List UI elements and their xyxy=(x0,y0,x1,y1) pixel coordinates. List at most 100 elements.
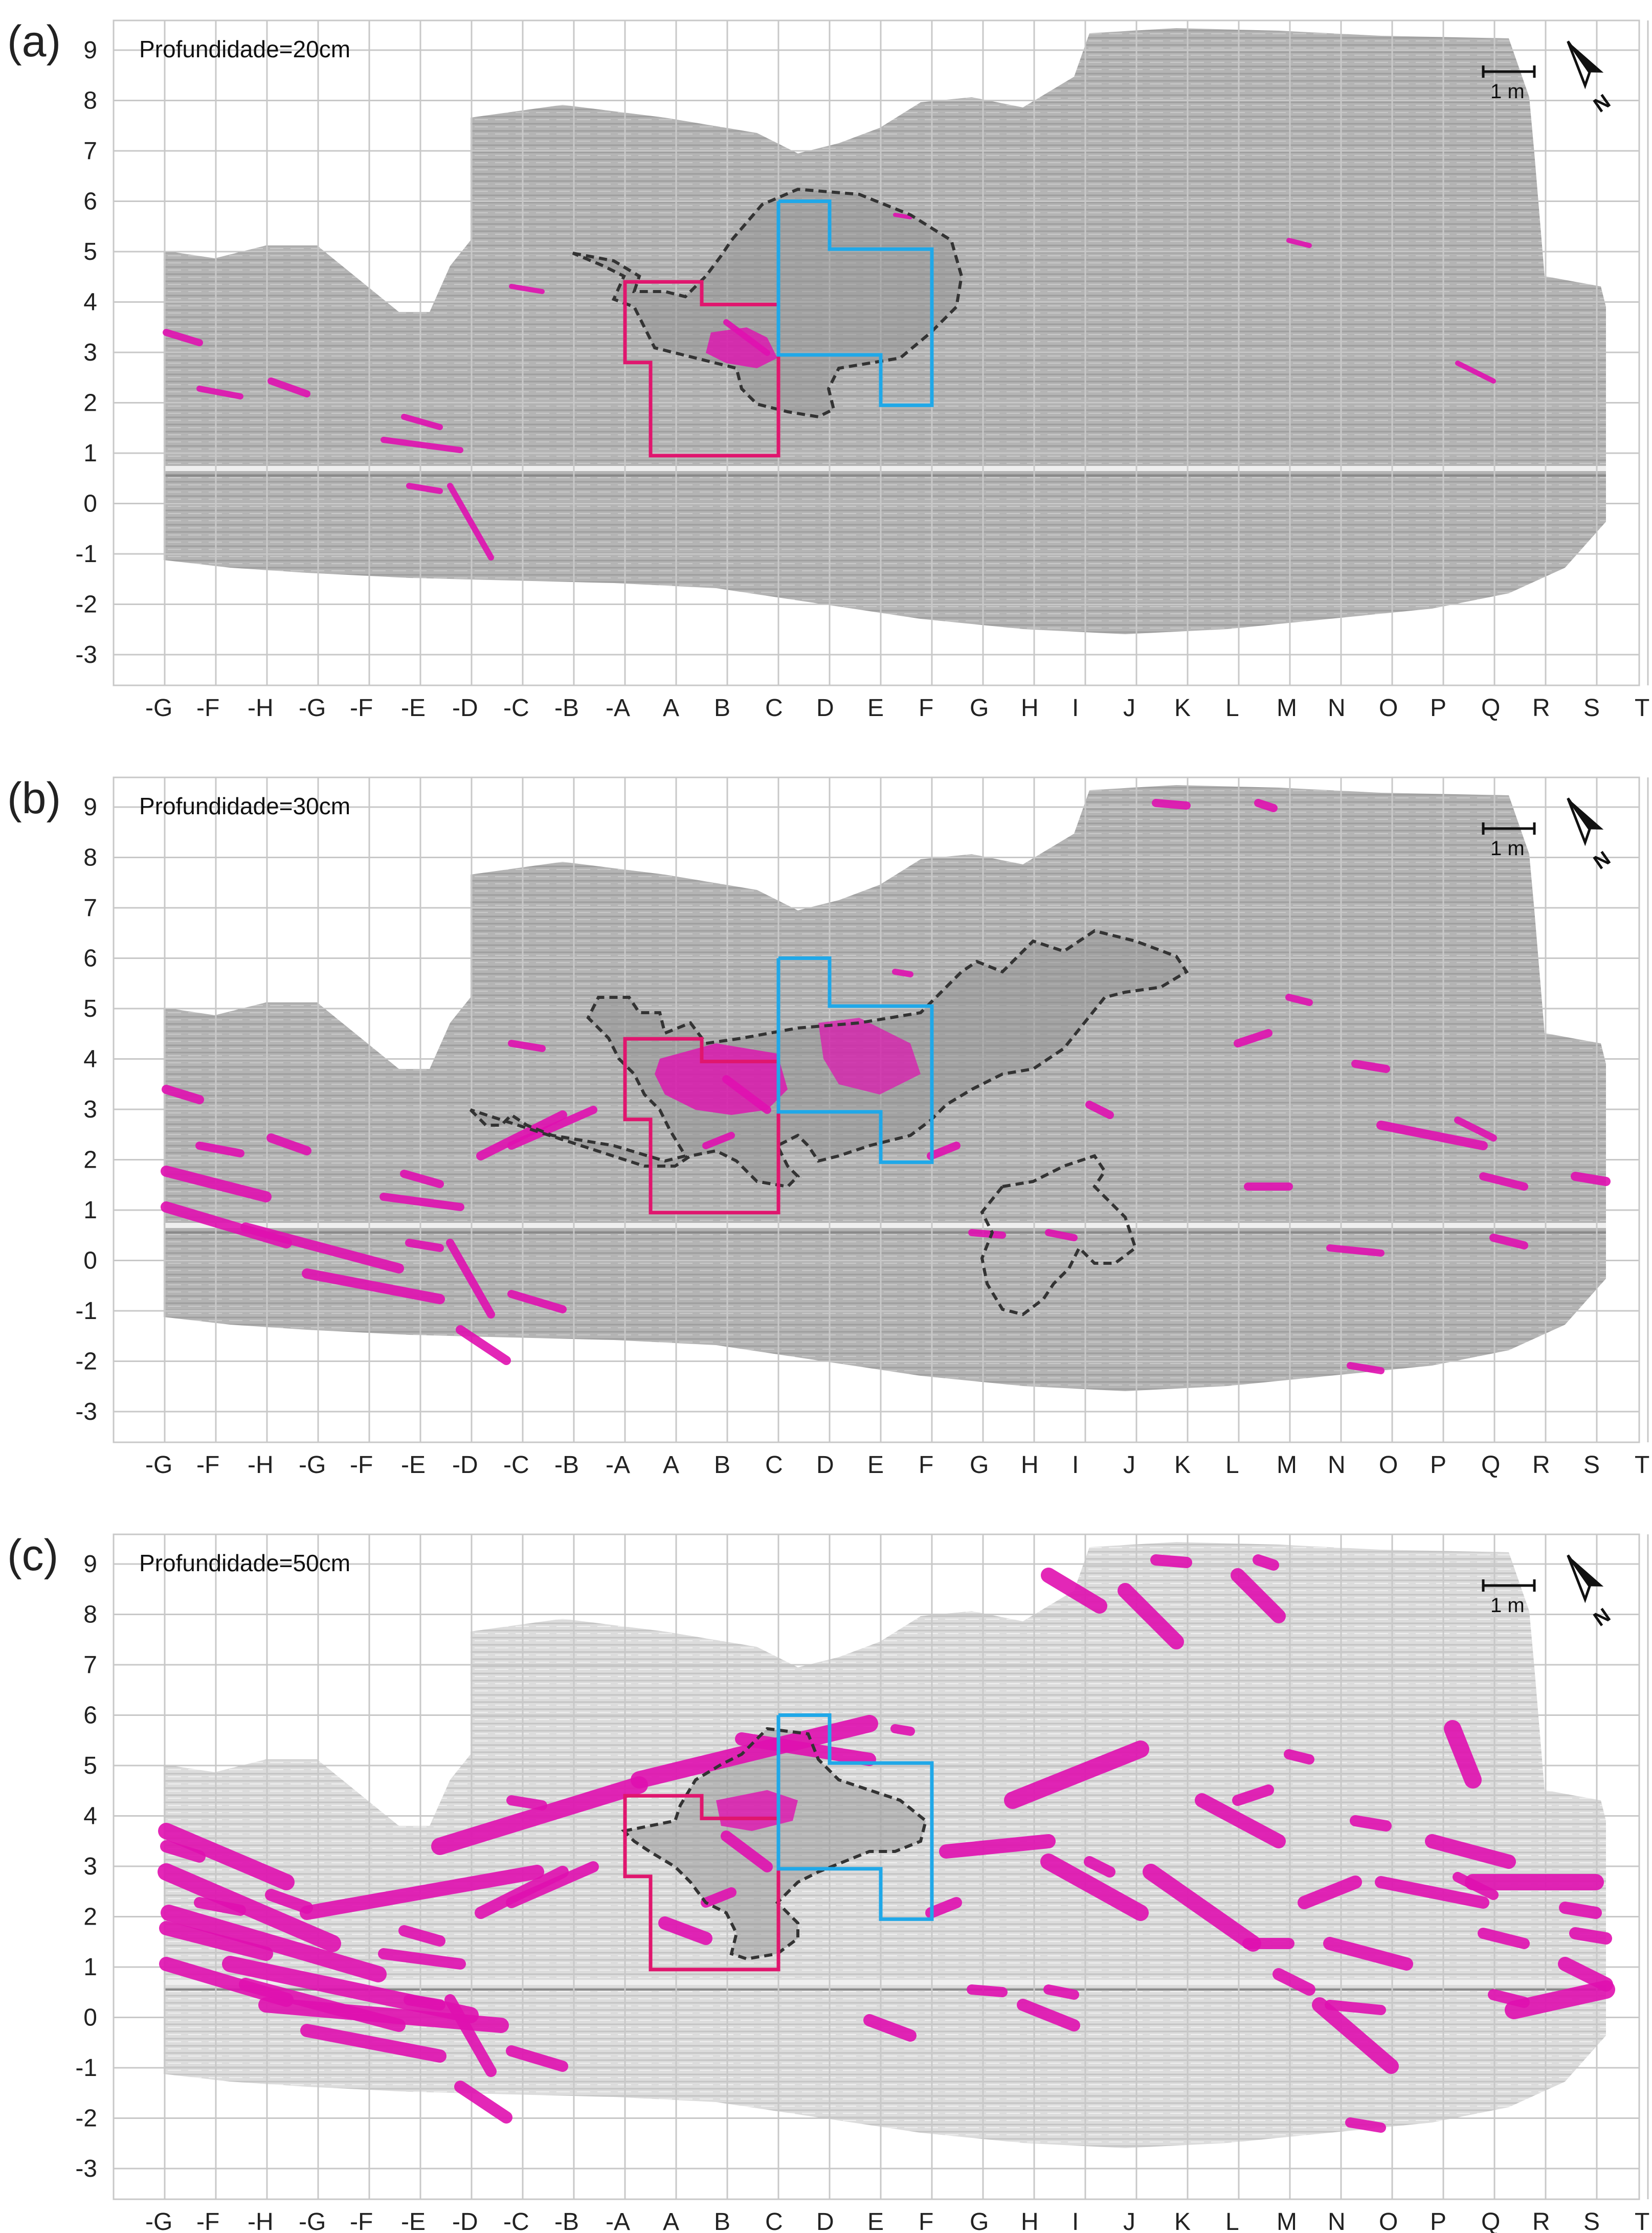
anomaly-streak xyxy=(1041,1568,1107,1614)
x-tick-label: -F xyxy=(196,1452,219,1479)
anomaly-streak xyxy=(240,1222,404,1274)
anomaly-streak xyxy=(1345,2117,1386,2133)
anomaly-streak xyxy=(506,1795,547,1811)
anomaly-streak xyxy=(1152,799,1191,810)
dashed-outline xyxy=(620,1727,928,1961)
anomaly-streak xyxy=(939,1834,1056,1859)
x-tick-label: D xyxy=(816,695,834,722)
x-tick-label: H xyxy=(1021,695,1039,722)
y-tick-label: 2 xyxy=(83,1904,97,1931)
x-tick-label: -B xyxy=(554,2208,579,2233)
x-tick-label: M xyxy=(1277,695,1297,722)
pink-excavation-outline xyxy=(623,1794,780,1972)
x-tick-label: P xyxy=(1430,2208,1446,2233)
anomaly-streak xyxy=(1084,1856,1115,1878)
x-tick-label: -H xyxy=(248,1452,274,1479)
anomaly-streak xyxy=(1231,1568,1286,1623)
panel-label: (c) xyxy=(7,1531,58,1580)
anomaly-streak xyxy=(863,2014,917,2042)
y-tick-label: 3 xyxy=(83,1096,97,1123)
anomaly-streak xyxy=(1455,361,1496,384)
x-tick-label: B xyxy=(714,695,730,722)
anomaly-streak xyxy=(162,1085,204,1104)
x-tick-label: C xyxy=(765,1452,783,1479)
depth-label: Profundidade=30cm xyxy=(139,793,350,819)
y-tick-label: 4 xyxy=(83,1803,97,1830)
anomaly-streak xyxy=(927,1142,961,1160)
y-tick-label: 7 xyxy=(83,1651,97,1679)
x-tick-label: -G xyxy=(299,1452,326,1479)
x-tick-label: -C xyxy=(503,1452,529,1479)
x-tick-label: O xyxy=(1379,695,1398,722)
anomaly-streak xyxy=(1375,1876,1489,1909)
x-tick-label: -G xyxy=(299,695,326,722)
anomaly-streak xyxy=(300,2024,447,2063)
x-tick-label: -B xyxy=(554,695,579,722)
x-tick-label: -D xyxy=(452,695,478,722)
north-label: N xyxy=(1590,847,1615,874)
y-tick-label: 2 xyxy=(83,390,97,417)
x-tick-label: -C xyxy=(503,2208,529,2233)
x-tick-label: A xyxy=(663,695,679,722)
x-tick-label: S xyxy=(1583,2208,1600,2233)
anomaly-streak xyxy=(1298,1875,1362,1909)
anomaly-streak xyxy=(1284,1749,1314,1765)
y-tick-label: 0 xyxy=(83,490,97,518)
anomaly-blob xyxy=(818,1018,921,1095)
y-tick-label: 6 xyxy=(83,188,97,215)
anomaly-streak xyxy=(1195,1793,1286,1848)
x-tick-label: T xyxy=(1635,695,1649,722)
pink-excavation-outline xyxy=(623,1037,780,1215)
anomaly-streak xyxy=(195,1142,244,1157)
anomaly-streak xyxy=(1273,1968,1315,1996)
anomaly-streak xyxy=(1571,1172,1611,1186)
anomaly-streak xyxy=(967,1984,1008,1997)
x-tick-label: Q xyxy=(1481,1452,1500,1479)
y-tick-label: 1 xyxy=(83,1954,97,1981)
anomaly-streak xyxy=(267,377,310,397)
anomaly-streak xyxy=(1045,1229,1078,1241)
y-tick-label: 8 xyxy=(83,844,97,872)
anomaly-streak xyxy=(1312,1997,1399,2074)
panel-label: (a) xyxy=(7,17,61,66)
gpr-scan-area xyxy=(164,1542,1606,2148)
plot-frame xyxy=(113,776,1640,1443)
y-tick-label: 8 xyxy=(83,87,97,115)
anomaly-streak xyxy=(1479,1172,1528,1191)
y-tick-label: -1 xyxy=(75,2055,97,2082)
anomaly-streak xyxy=(893,213,912,219)
anomaly-streak xyxy=(163,329,203,346)
anomaly-streak xyxy=(222,1956,479,2023)
anomaly-streak xyxy=(446,1239,495,1319)
anomaly-streak xyxy=(1444,1720,1482,1789)
dashed-outline xyxy=(469,929,1189,1189)
x-tick-label: R xyxy=(1532,695,1550,722)
x-tick-label: -H xyxy=(248,2208,274,2233)
panel-label: (b) xyxy=(7,774,61,823)
x-tick-label: -E xyxy=(401,695,426,722)
y-tick-label: 1 xyxy=(83,440,97,467)
north-label: N xyxy=(1590,1604,1615,1631)
x-tick-label: J xyxy=(1123,2208,1135,2233)
anomaly-streak xyxy=(1425,1834,1516,1869)
y-tick-label: 7 xyxy=(83,138,97,165)
x-tick-label: F xyxy=(919,695,933,722)
y-tick-label: -3 xyxy=(75,2155,97,2182)
y-tick-label: 3 xyxy=(83,339,97,366)
anomaly-streak xyxy=(507,1290,567,1313)
y-tick-label: 5 xyxy=(83,238,97,265)
x-tick-label: P xyxy=(1430,1452,1446,1479)
y-tick-label: -2 xyxy=(75,1348,97,1375)
x-tick-label: O xyxy=(1379,2208,1398,2233)
x-tick-label: R xyxy=(1532,2208,1550,2233)
blue-excavation-outline xyxy=(776,956,934,1164)
x-tick-label: -D xyxy=(452,1452,478,1479)
anomaly-streak xyxy=(1489,1234,1528,1249)
anomaly-streak xyxy=(925,1897,962,1918)
y-tick-label: 3 xyxy=(83,1853,97,1880)
x-tick-label: -F xyxy=(350,695,373,722)
y-tick-label: -2 xyxy=(75,2105,97,2132)
anomaly-streak xyxy=(265,1889,313,1914)
y-tick-label: -1 xyxy=(75,1298,97,1325)
anomaly-streak xyxy=(701,1887,736,1908)
